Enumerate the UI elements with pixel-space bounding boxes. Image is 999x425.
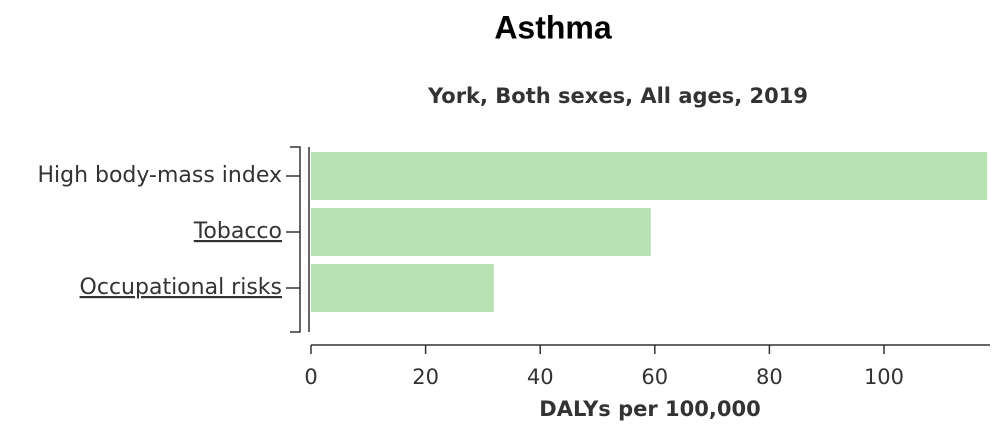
bar <box>311 264 494 312</box>
y-tick-label: High body-mass index <box>37 163 282 188</box>
x-tick-label: 80 <box>756 365 783 389</box>
chart-subtitle: York, Both sexes, All ages, 2019 <box>427 84 808 108</box>
y-tick-label[interactable]: Tobacco <box>193 219 282 244</box>
x-tick-label: 60 <box>641 365 668 389</box>
x-tick-label: 40 <box>527 365 554 389</box>
y-bracket <box>290 146 301 333</box>
bar <box>311 208 651 256</box>
x-tick-label: 100 <box>864 365 904 389</box>
x-axis-label: DALYs per 100,000 <box>539 397 760 421</box>
bar <box>311 152 988 200</box>
y-tick-label[interactable]: Occupational risks <box>80 275 282 300</box>
x-tick-label: 20 <box>412 365 439 389</box>
x-tick-label: 0 <box>304 365 317 389</box>
chart-title: Asthma <box>494 9 612 45</box>
